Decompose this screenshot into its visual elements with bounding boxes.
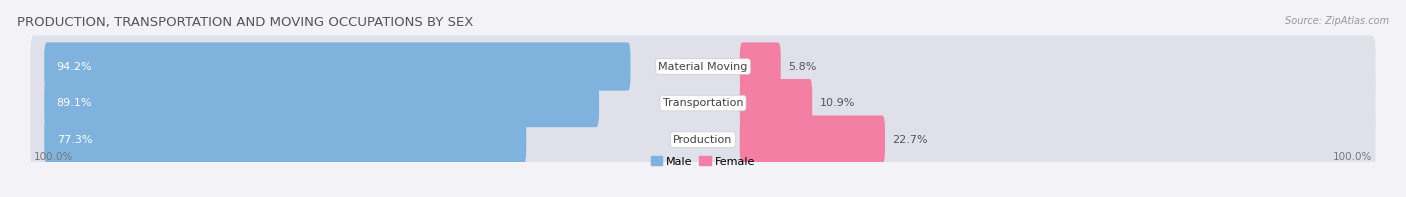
Text: Production: Production: [673, 135, 733, 145]
Text: PRODUCTION, TRANSPORTATION AND MOVING OCCUPATIONS BY SEX: PRODUCTION, TRANSPORTATION AND MOVING OC…: [17, 16, 474, 29]
FancyBboxPatch shape: [740, 79, 813, 127]
Text: 94.2%: 94.2%: [56, 61, 93, 72]
FancyBboxPatch shape: [31, 35, 1375, 98]
FancyBboxPatch shape: [44, 42, 630, 91]
Text: Material Moving: Material Moving: [658, 61, 748, 72]
Text: Source: ZipAtlas.com: Source: ZipAtlas.com: [1285, 16, 1389, 26]
FancyBboxPatch shape: [31, 109, 1375, 171]
Text: Transportation: Transportation: [662, 98, 744, 108]
FancyBboxPatch shape: [44, 79, 599, 127]
Text: 10.9%: 10.9%: [820, 98, 855, 108]
Text: 100.0%: 100.0%: [34, 152, 73, 162]
Text: 77.3%: 77.3%: [56, 135, 93, 145]
FancyBboxPatch shape: [31, 72, 1375, 134]
Legend: Male, Female: Male, Female: [647, 152, 759, 171]
FancyBboxPatch shape: [44, 115, 526, 164]
FancyBboxPatch shape: [740, 115, 884, 164]
Text: 22.7%: 22.7%: [893, 135, 928, 145]
Text: 100.0%: 100.0%: [1333, 152, 1372, 162]
Text: 89.1%: 89.1%: [56, 98, 93, 108]
Text: 5.8%: 5.8%: [787, 61, 817, 72]
FancyBboxPatch shape: [740, 42, 780, 91]
